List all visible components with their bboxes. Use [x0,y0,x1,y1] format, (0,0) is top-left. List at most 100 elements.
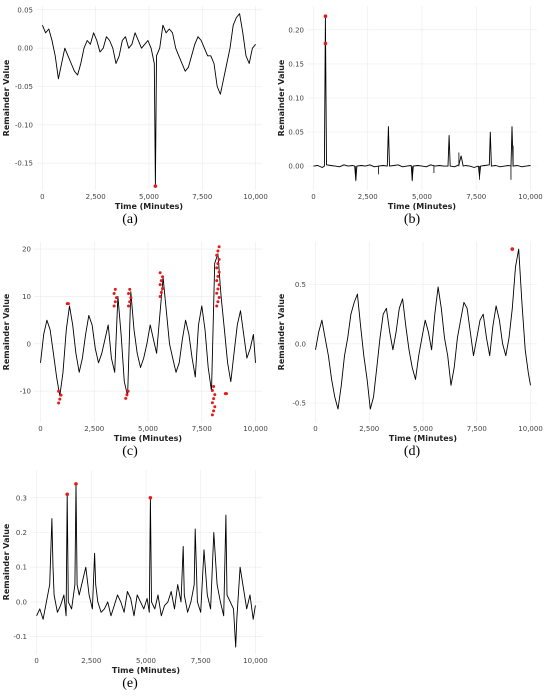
anomaly-point [212,409,216,413]
y-tick-label: 0.20 [288,26,304,34]
anomaly-point [212,397,216,401]
x-axis-label: Time (Minutes) [112,666,180,675]
anomaly-point [215,279,219,283]
anomaly-point [58,397,62,401]
anomaly-point [128,287,132,291]
x-tick-label: 2,500 [81,657,101,665]
anomaly-point [215,304,219,308]
anomaly-point [216,300,220,304]
x-tick-label: 5,000 [138,425,158,433]
x-tick-label: 0 [34,657,38,665]
anomaly-point [323,14,328,19]
anomaly-point [66,302,70,306]
series-line [41,13,256,187]
y-tick-label: 0.10 [288,95,304,103]
x-tick-label: 10,000 [243,193,268,201]
chart-d-svg: 0 2,500 5,000 7,500 10,000 0.5 0.0 -0.5 Time (Mi… [277,242,543,443]
y-tick-label: 0.05 [17,6,33,14]
y-axis-label: Remainder Value [2,59,11,136]
chart-a-caption: (a) [122,212,138,227]
anomaly-point [159,279,163,283]
series-line [36,483,256,648]
y-tick-label: 0.1 [16,564,27,572]
y-axis-label: Remainder Value [2,523,11,600]
x-tick-label: 7,500 [467,425,487,433]
anomaly-point [217,283,221,287]
y-tick-label: -0.05 [15,83,33,91]
anomaly-point [113,300,117,304]
x-tick-label: 5,000 [139,193,159,201]
y-tick-label: -0.15 [15,160,33,168]
anomaly-point [125,393,129,397]
x-tick-label: 10,000 [243,425,268,433]
anomaly-point [148,495,153,500]
anomaly-point [213,393,217,397]
y-tick-label: 0.0 [16,598,27,606]
x-tick-label: 5,000 [412,193,432,201]
y-tick-label: 0.2 [16,529,27,537]
anomaly-point [65,492,70,497]
chart-b-caption: (b) [403,212,421,227]
anomaly-point [153,184,158,188]
anomaly-point [215,266,219,270]
x-tick-label: 0 [40,193,44,201]
anomaly-point [127,304,131,308]
x-tick-label: 10,000 [518,425,543,433]
anomaly-point [158,283,162,287]
anomaly-point [115,296,119,300]
y-tick-label: -0.5 [292,400,306,408]
anomaly-point [217,245,221,249]
anomaly-point [161,287,165,291]
y-tick-label: 0.00 [288,163,304,171]
anomaly-point [216,274,220,278]
y-axis-label: Remainder Value [277,293,286,370]
x-tick-label: 5,000 [413,425,433,433]
anomaly-point [74,482,78,486]
anomaly-point [112,304,116,308]
chart-e-svg: 0 2,500 5,000 7,500 10,000 0.3 0.2 0.1 0.0 -0.1 Ti… [2,470,268,675]
y-tick-label: 20 [22,246,31,254]
anomaly-point [216,249,220,253]
y-tick-label: -0.1 [13,633,27,641]
x-tick-label: 0 [311,193,315,201]
x-tick-label: 7,500 [192,425,212,433]
anomaly-point [215,253,219,257]
chart-panel-e: 0 2,500 5,000 7,500 10,000 0.3 0.2 0.1 0.0 -0.1 Ti… [0,464,275,699]
anomaly-point [158,271,162,275]
anomaly-point [210,389,214,393]
y-tick-label: 0 [27,340,31,348]
series-line [315,248,531,410]
chart-c-svg: 0 2,500 5,000 7,500 10,000 20 10 0 -10 Time (Minu… [2,242,268,443]
x-tick-label: 7,500 [466,193,486,201]
chart-c-caption: (c) [122,444,138,459]
anomaly-point [216,287,220,291]
anomaly-point [126,389,130,393]
chart-e-caption: (e) [122,676,138,691]
x-tick-label: 0 [313,425,317,433]
x-tick-label: 2,500 [358,193,378,201]
x-axis-label: Time (Minutes) [114,434,182,443]
y-tick-label: 0.5 [295,281,306,289]
y-tick-label: -0.10 [15,121,33,129]
x-axis-label: Time (Minutes) [389,434,457,443]
x-tick-label: 10,000 [518,193,543,201]
anomaly-point [225,392,229,396]
y-axis-label: Remainder Value [2,293,11,370]
chart-panel-c: 0 2,500 5,000 7,500 10,000 20 10 0 -10 Time (Minu… [0,236,275,464]
anomaly-point [323,41,328,46]
anomaly-point [128,300,132,304]
chart-panel-d: 0 2,500 5,000 7,500 10,000 0.5 0.0 -0.5 Time (Mi… [275,236,550,464]
x-axis-label: Time (Minutes) [388,202,456,211]
anomaly-point [510,247,515,251]
series-line [313,15,531,181]
chart-panel-a: 0 2,500 5,000 7,500 10,000 0.05 0.00 -0.05 -0.10… [0,0,275,236]
chart-panel-b: 0 2,500 5,000 7,500 10,000 0.20 0.15 0.10 0.05 0.… [275,0,550,236]
anomaly-point [124,396,128,400]
anomaly-point [159,291,163,295]
x-tick-label: 7,500 [191,657,211,665]
x-tick-label: 0 [38,425,42,433]
y-tick-label: 10 [22,293,31,301]
anomaly-point [215,291,219,295]
x-tick-label: 2,500 [359,425,379,433]
anomaly-point [57,389,61,393]
